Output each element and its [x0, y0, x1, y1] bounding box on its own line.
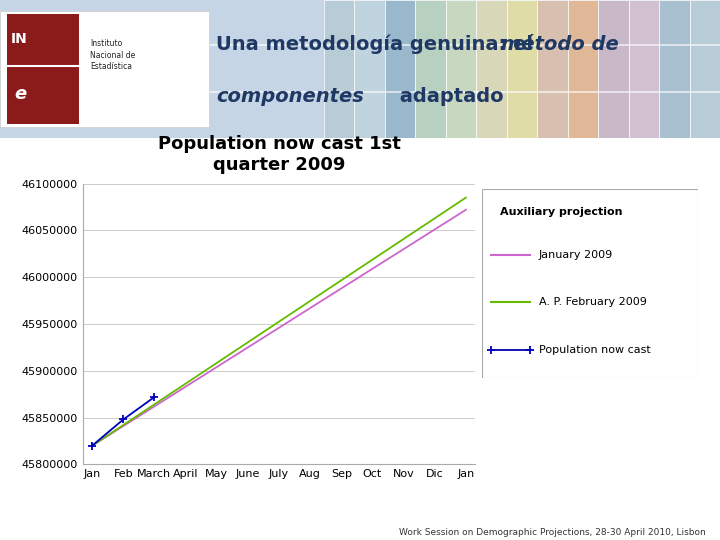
Bar — [446, 0, 477, 138]
Text: adaptado: adaptado — [393, 87, 504, 106]
Bar — [598, 0, 629, 138]
Bar — [324, 0, 354, 138]
Bar — [507, 0, 537, 138]
Text: e: e — [14, 85, 27, 103]
Text: método de: método de — [501, 35, 619, 53]
Text: IN: IN — [11, 31, 27, 45]
Bar — [690, 0, 720, 138]
Bar — [415, 0, 446, 138]
Bar — [7, 14, 79, 124]
Bar — [0, 11, 209, 127]
Title: Population now cast 1st
quarter 2009: Population now cast 1st quarter 2009 — [158, 135, 400, 174]
Bar — [477, 0, 507, 138]
Text: A. P. February 2009: A. P. February 2009 — [539, 298, 647, 307]
Text: Una metodología genuina: el: Una metodología genuina: el — [216, 35, 540, 54]
Bar — [659, 0, 690, 138]
Text: Auxiliary projection: Auxiliary projection — [500, 207, 622, 217]
Bar — [354, 0, 385, 138]
Bar — [385, 0, 415, 138]
Text: Work Session on Demographic Projections, 28-30 April 2010, Lisbon: Work Session on Demographic Projections,… — [399, 528, 706, 537]
Bar — [567, 0, 598, 138]
Text: Instituto
Nacional de
Estadística: Instituto Nacional de Estadística — [90, 39, 135, 71]
Text: componentes: componentes — [216, 87, 364, 106]
Text: January 2009: January 2009 — [539, 250, 613, 260]
Text: Population now cast: Population now cast — [539, 345, 650, 355]
Bar — [537, 0, 567, 138]
Bar — [629, 0, 659, 138]
